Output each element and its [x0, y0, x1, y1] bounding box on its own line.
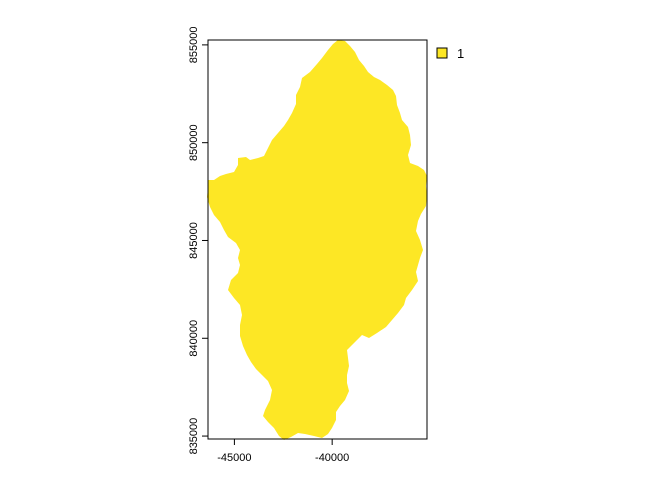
- y-tick-label: 845000: [188, 222, 200, 259]
- plot-frame: [207, 39, 428, 440]
- y-tick-label: 835000: [188, 418, 200, 455]
- legend-label: 1: [457, 46, 464, 61]
- y-tick-label: 855000: [188, 27, 200, 64]
- x-axis: -45000 -40000: [217, 439, 349, 464]
- x-tick-label: -40000: [315, 452, 349, 464]
- raster-region: [207, 40, 427, 440]
- y-axis: 855000 850000 845000 840000 835000: [188, 27, 208, 455]
- y-tick-label: 850000: [188, 124, 200, 161]
- y-tick-label: 840000: [188, 320, 200, 357]
- x-tick-label: -45000: [217, 452, 251, 464]
- legend: 1: [436, 46, 464, 61]
- legend-swatch: [436, 47, 448, 59]
